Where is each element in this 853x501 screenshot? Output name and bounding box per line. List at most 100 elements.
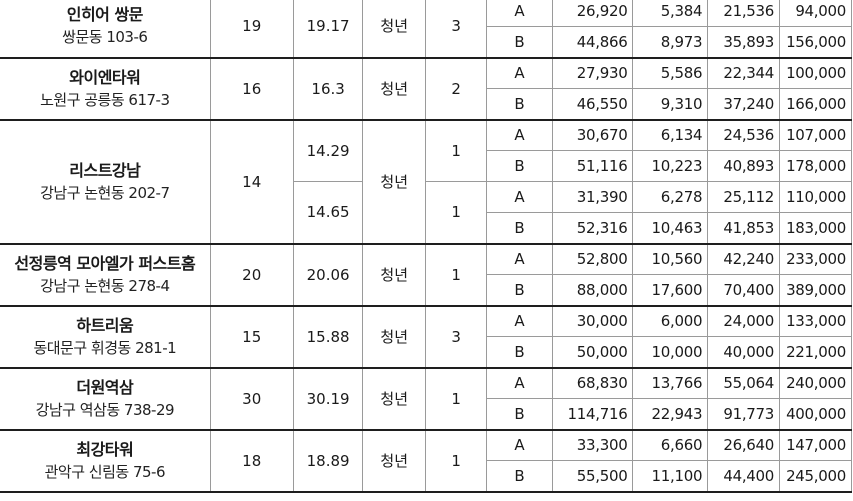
area-cell: 14.65: [292, 181, 364, 244]
value-cell: 233,000: [779, 243, 852, 275]
households-cell: 16: [209, 57, 294, 120]
value-cell: 55,064: [707, 367, 781, 399]
value-cell: 5,586: [632, 57, 709, 89]
unit-count-cell: 1: [425, 243, 488, 306]
value-cell: 46,550: [551, 88, 634, 120]
deposit-type-label: B: [486, 88, 553, 120]
property-address: 노원구 공릉동 617-3: [40, 90, 170, 109]
table-row: B 52,316 10,463 41,853 183,000: [0, 212, 852, 244]
value-cell: 240,000: [779, 367, 852, 399]
property-name: 더원역삼: [76, 377, 134, 397]
value-cell: 9,310: [632, 88, 709, 120]
property-name: 하트리움: [76, 315, 134, 335]
households-cell: 19: [209, 0, 294, 58]
value-cell: 114,716: [551, 398, 634, 430]
table-row: 최강타워 관악구 신림동 75-6 18 18.89 청년 1 A 33,300 6,660 26…: [0, 429, 852, 492]
value-cell: 50,000: [551, 336, 634, 368]
value-cell: 400,000: [779, 398, 852, 430]
property-name: 인히어 쌍문: [66, 5, 144, 25]
value-cell: 156,000: [779, 26, 852, 58]
unit-count-cell: 1: [425, 181, 488, 244]
value-cell: 147,000: [779, 429, 852, 461]
table-row: 더원역삼 강남구 역삼동 738-29 30 30.19 청년 1 A 68,830 13,76…: [0, 367, 852, 430]
property-address: 강남구 논현동 202-7: [40, 183, 170, 202]
value-cell: 88,000: [551, 274, 634, 306]
area-cell: 19.17: [292, 0, 364, 58]
value-cell: 6,000: [632, 305, 709, 337]
supply-type-cell: 청년: [362, 0, 427, 58]
value-cell: 52,316: [551, 212, 634, 244]
value-cell: 245,000: [779, 460, 852, 492]
supply-type-cell: 청년: [362, 305, 427, 368]
property-address: 강남구 역삼동 738-29: [35, 400, 175, 419]
value-cell: 25,112: [707, 181, 781, 213]
deposit-type-label: A: [486, 243, 553, 275]
value-cell: 5,384: [632, 0, 709, 27]
households-cell: 15: [209, 305, 294, 368]
table-row: B 51,116 10,223 40,893 178,000: [0, 150, 852, 182]
supply-type-cell: 청년: [362, 57, 427, 120]
value-cell: 41,853: [707, 212, 781, 244]
value-cell: 94,000: [779, 0, 852, 27]
unit-count-cell: 1: [425, 429, 488, 492]
area-cell: 30.19: [292, 367, 364, 430]
unit-count-cell: 1: [425, 119, 488, 182]
deposit-type-label: A: [486, 305, 553, 337]
table-row: 하트리움 동대문구 휘경동 281-1 15 15.88 청년 3 A 30,000 6,000…: [0, 305, 852, 368]
value-cell: 389,000: [779, 274, 852, 306]
listing-group: 최강타워 관악구 신림동 75-6 18 18.89 청년 1 A 33,300 6,660 26…: [0, 429, 852, 492]
value-cell: 110,000: [779, 181, 852, 213]
area-cell: 16.3: [292, 57, 364, 120]
households-cell: 18: [209, 429, 294, 492]
property-name: 와이엔타워: [69, 67, 141, 87]
property-name: 최강타워: [76, 439, 134, 459]
value-cell: 26,920: [551, 0, 634, 27]
property-address: 관악구 신림동 75-6: [44, 462, 166, 481]
households-cell: 14: [209, 119, 294, 244]
value-cell: 10,560: [632, 243, 709, 275]
value-cell: 21,536: [707, 0, 781, 27]
value-cell: 33,300: [551, 429, 634, 461]
property-cell: 리스트강남 강남구 논현동 202-7: [0, 119, 211, 244]
deposit-type-label: A: [486, 119, 553, 151]
listing-group: 리스트강남 강남구 논현동 202-7 14 14.29 청년 1 A 30,670 6,134…: [0, 119, 852, 244]
value-cell: 13,766: [632, 367, 709, 399]
value-cell: 6,134: [632, 119, 709, 151]
supply-type-cell: 청년: [362, 367, 427, 430]
table-row: B 44,866 8,973 35,893 156,000: [0, 26, 852, 58]
unit-count-cell: 3: [425, 0, 488, 58]
value-cell: 42,240: [707, 243, 781, 275]
table-row: B 46,550 9,310 37,240 166,000: [0, 88, 852, 120]
value-cell: 30,670: [551, 119, 634, 151]
value-cell: 11,100: [632, 460, 709, 492]
value-cell: 40,893: [707, 150, 781, 182]
value-cell: 107,000: [779, 119, 852, 151]
value-cell: 68,830: [551, 367, 634, 399]
value-cell: 24,536: [707, 119, 781, 151]
value-cell: 52,800: [551, 243, 634, 275]
unit-count-cell: 3: [425, 305, 488, 368]
area-cell: 14.29: [292, 119, 364, 182]
value-cell: 35,893: [707, 26, 781, 58]
listing-group: 하트리움 동대문구 휘경동 281-1 15 15.88 청년 3 A 30,000 6,000…: [0, 305, 852, 368]
households-cell: 20: [209, 243, 294, 306]
deposit-type-label: B: [486, 274, 553, 306]
deposit-type-label: A: [486, 0, 553, 27]
value-cell: 22,344: [707, 57, 781, 89]
supply-type-cell: 청년: [362, 429, 427, 492]
table-row: 14.65 1 A 31,390 6,278 25,112 110,000: [0, 181, 852, 244]
property-address: 동대문구 휘경동 281-1: [33, 338, 177, 357]
deposit-type-label: B: [486, 150, 553, 182]
value-cell: 6,660: [632, 429, 709, 461]
value-cell: 22,943: [632, 398, 709, 430]
households-cell: 30: [209, 367, 294, 430]
value-cell: 221,000: [779, 336, 852, 368]
deposit-type-label: A: [486, 181, 553, 213]
property-address: 강남구 논현동 278-4: [40, 276, 170, 295]
value-cell: 27,930: [551, 57, 634, 89]
unit-count-cell: 1: [425, 367, 488, 430]
